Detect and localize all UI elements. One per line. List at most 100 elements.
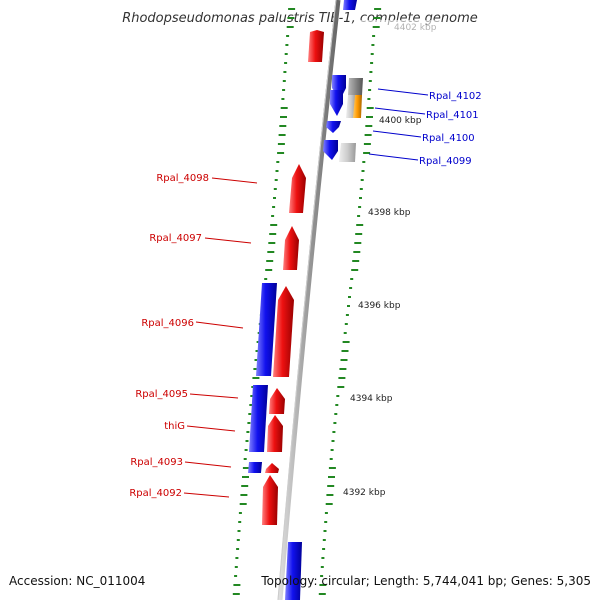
gc-tick [239,512,242,514]
gc-tick [345,323,348,325]
gc-tick [349,287,352,289]
gc-tick [370,62,373,64]
gene-arrow-thig[interactable] [267,415,283,452]
gene-label-rpal-4097[interactable]: Rpal_4097 [149,233,202,244]
gc-tick [322,548,325,550]
gc-tick [284,62,287,64]
gc-tick [252,377,259,379]
kbp-label: 4394 kbp [350,394,393,404]
gc-tick [344,332,347,334]
gene-arrow-rpal-4097[interactable] [283,226,299,270]
gc-tick [281,107,288,109]
gc-tick [277,152,284,154]
gc-tick [283,80,286,82]
gene-block-gray-dark[interactable] [348,78,363,95]
gc-tick [270,224,277,226]
gc-tick [247,422,250,424]
gc-tick [272,206,275,208]
gc-tick [369,80,372,82]
gc-tick [283,71,286,73]
gc-tick [240,503,247,505]
gene-label-rpal-4092[interactable]: Rpal_4092 [129,488,182,499]
gene-block-rpal-4093[interactable] [248,462,262,473]
gc-tick [357,215,360,217]
kbp-label: 4402 kbp [394,23,437,33]
gene-label-rpal-4102[interactable]: Rpal_4102 [429,91,482,102]
gc-tick [238,530,241,532]
gc-tick [273,197,276,199]
gc-tick [356,224,363,226]
gc-tick [325,512,328,514]
gc-tick [326,503,333,505]
gc-tick [369,71,372,73]
gene-label-rpal-4098[interactable]: Rpal_4098 [156,173,209,184]
gc-tick [371,44,374,46]
gc-tick [278,143,285,145]
gene-label-rpal-4095[interactable]: Rpal_4095 [135,389,188,400]
gc-tick [280,116,287,118]
gc-tick [333,422,336,424]
gc-tick [321,566,324,568]
gc-tick [282,89,285,91]
gc-tick [324,530,327,532]
gc-tick [276,161,279,163]
gc-tick [364,143,371,145]
accession-text: Accession: NC_011004 [9,574,145,588]
gc-tick [329,467,336,469]
gc-tick [355,233,362,235]
gene-block-bottom[interactable] [285,542,302,600]
gene-label-rpal-4101[interactable]: Rpal_4101 [426,110,479,121]
gc-tick [341,359,348,361]
gc-tick [321,557,324,559]
gc-tick [244,458,247,460]
gc-tick [234,575,237,577]
gene-arrow-rpal-4093[interactable] [265,463,279,473]
gc-tick [276,170,279,172]
gc-tick [367,107,374,109]
gene-arrow-rpal-4100[interactable] [326,121,341,133]
gc-tick [246,440,249,442]
gc-tick [353,251,360,253]
gene-block-gray-small[interactable] [339,143,356,162]
gc-tick [240,494,247,496]
gene-label-rpal-4093[interactable]: Rpal_4093 [130,457,183,468]
gc-tick [343,341,350,343]
leader-rpal-4100 [373,131,421,137]
kbp-label: 4398 kbp [368,208,411,218]
gene-arrow-rpal-4099[interactable] [323,140,338,160]
gene-label-rpal-4096[interactable]: Rpal_4096 [141,318,194,329]
gene-label-rpal-4099[interactable]: Rpal_4099 [419,156,472,167]
leader-rpal-4096 [196,322,243,328]
gc-tick [326,494,333,496]
gene-arrow-rpal-4092[interactable] [262,475,278,525]
gene-label-rpal-4100[interactable]: Rpal_4100 [422,133,475,144]
gene-arrow-top-blue[interactable] [343,0,357,10]
gene-block-rpal-4096[interactable] [256,283,277,376]
gene-label-thig[interactable]: thiG [164,421,185,432]
kbp-label: 4392 kbp [343,488,386,498]
gc-tick [362,170,365,172]
gc-tick [360,188,363,190]
gc-tick [286,35,289,37]
gc-tick [323,539,326,541]
gc-tick [365,125,372,127]
gc-tick [365,134,372,136]
gc-tick [235,566,238,568]
gc-tick [336,395,339,397]
gene-arrow-rpal-4098[interactable] [289,164,306,213]
kbp-label: 4396 kbp [358,301,401,311]
gc-tick [361,179,364,181]
gc-tick [367,98,370,100]
leader-rpal-4101 [375,108,425,114]
gene-arrow-rpal-4096[interactable] [273,286,294,377]
leader-rpal-4092 [184,493,229,497]
gc-tick [366,116,373,118]
leader-rpal-4099 [369,154,418,160]
gc-tick [330,458,333,460]
gc-tick [267,251,274,253]
gene-arrow-rpal-4101[interactable] [330,90,343,116]
gc-tick [233,584,240,586]
gene-arrow-rpal-4095[interactable] [269,388,285,414]
gene-arrow-top-red[interactable] [308,30,324,62]
gc-tick [233,593,240,595]
